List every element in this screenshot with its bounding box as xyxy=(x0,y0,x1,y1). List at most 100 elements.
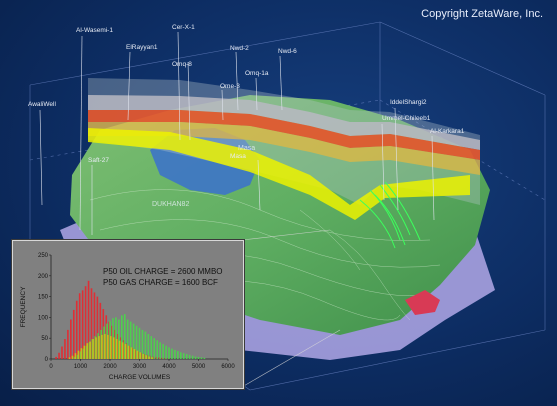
well-label[interactable]: Omq-1a xyxy=(245,70,269,77)
histogram-bar xyxy=(142,354,145,359)
histogram-bar xyxy=(185,354,188,359)
histogram-bar xyxy=(80,348,83,359)
surface-label: DUKHAN82 xyxy=(152,201,189,208)
well-label[interactable]: ElRayyan1 xyxy=(126,44,158,51)
y-tick-label: 200 xyxy=(38,274,49,280)
histogram-bar xyxy=(126,319,129,359)
histogram-bar xyxy=(188,354,191,359)
well-label[interactable]: Masa xyxy=(230,153,246,160)
histogram-bar xyxy=(106,323,108,359)
histogram-bar xyxy=(89,341,91,359)
well-label[interactable]: Al-Wasemi-1 xyxy=(76,27,113,34)
histogram-bar xyxy=(114,329,116,359)
histogram-bar xyxy=(67,329,69,359)
histogram-bar xyxy=(146,354,149,359)
y-tick-label: 50 xyxy=(41,336,48,342)
histogram-bar xyxy=(182,353,185,359)
histogram-bar xyxy=(87,280,90,359)
well-label[interactable]: Omq-8 xyxy=(172,61,192,68)
histogram-bar xyxy=(133,349,136,359)
well-label[interactable]: Al-Karkara1 xyxy=(430,128,465,135)
histogram-bar xyxy=(98,336,100,359)
histogram-bar xyxy=(81,290,84,359)
histogram-bar xyxy=(72,309,75,359)
well-label[interactable]: Cer-X-1 xyxy=(172,24,195,31)
histogram-bar xyxy=(107,334,109,359)
histogram-bar xyxy=(194,356,197,359)
well-label[interactable]: Nwd-2 xyxy=(230,45,249,52)
histogram-bar xyxy=(200,357,203,359)
x-tick-label: 6000 xyxy=(221,364,235,370)
well-label[interactable]: Ome-3 xyxy=(220,83,240,90)
histogram-bar xyxy=(92,339,94,359)
charge-volume-histogram: 0 1000 2000 3000 4000 5000 6000 0 50 100 150 200 250… xyxy=(20,253,235,381)
y-axis-label: FREQUENCY xyxy=(20,286,27,327)
histogram-bar xyxy=(129,345,131,359)
histogram-bar xyxy=(191,355,194,359)
histogram-bar xyxy=(141,329,144,359)
histogram-bar xyxy=(101,334,103,359)
histogram-bar xyxy=(135,325,138,359)
surface-labels: DUKHAN82 Masa xyxy=(152,145,255,208)
x-tick-label: 4000 xyxy=(162,364,176,370)
histogram-bar xyxy=(138,327,141,359)
y-tick-label: 0 xyxy=(45,357,49,363)
histogram-bar xyxy=(118,340,121,359)
y-tick-label: 250 xyxy=(38,253,49,259)
x-tick-label: 0 xyxy=(49,364,53,370)
x-tick-label: 5000 xyxy=(192,364,206,370)
well-label[interactable]: Ummel-Chileeb1 xyxy=(382,115,431,122)
histogram-bar xyxy=(115,317,117,359)
well-label[interactable]: Saft-27 xyxy=(88,157,109,164)
histogram-bar xyxy=(127,345,130,359)
histogram-bar xyxy=(150,336,153,359)
histogram-bar xyxy=(144,331,147,359)
histogram-bar xyxy=(120,315,123,359)
histogram-bar xyxy=(83,345,86,359)
histogram-panel: 0 1000 2000 3000 4000 5000 6000 0 50 100 150 200 250… xyxy=(12,240,244,389)
histogram-bar xyxy=(134,349,137,359)
histogram-bar xyxy=(171,348,173,359)
histogram-bar xyxy=(91,339,94,359)
callout-lines xyxy=(241,229,341,388)
well-label[interactable]: AwaliWell xyxy=(28,101,56,108)
histogram-bar xyxy=(148,356,150,359)
surface-label: Masa xyxy=(238,145,255,152)
well-label[interactable]: Nwd-6 xyxy=(278,48,297,55)
histogram-bar xyxy=(132,323,135,359)
x-tick-label: 1000 xyxy=(74,364,88,370)
histogram-bar xyxy=(136,350,139,359)
histogram-bar xyxy=(156,340,159,359)
histogram-bar xyxy=(71,355,74,359)
histogram-bar xyxy=(99,302,102,359)
histogram-bar xyxy=(161,357,164,359)
well-label[interactable]: IddelShargi2 xyxy=(390,99,427,106)
histogram-bar xyxy=(147,334,150,359)
x-tick-label: 3000 xyxy=(133,364,147,370)
histogram-bar xyxy=(121,342,124,359)
histogram-bar xyxy=(68,357,71,359)
histogram-bar xyxy=(130,347,133,359)
gas-charge-annotation: P50 GAS CHARGE = 1600 BCF xyxy=(103,278,218,287)
histogram-bar xyxy=(104,334,106,359)
y-tick-label: 150 xyxy=(38,295,49,301)
histogram-bar xyxy=(64,339,66,359)
closure-highlight xyxy=(405,290,440,315)
histogram-bar xyxy=(93,292,96,359)
histogram-bar xyxy=(159,342,161,359)
histogram-bar xyxy=(123,314,126,359)
histogram-bar xyxy=(177,351,179,359)
well-sticks xyxy=(39,31,435,235)
copyright-text: Copyright ZetaWare, Inc. xyxy=(421,8,543,20)
oil-charge-annotation: P50 OIL CHARGE = 2600 MMBO xyxy=(103,267,223,276)
histogram-bar xyxy=(96,296,99,359)
histogram-bar xyxy=(145,355,148,359)
histogram-bar xyxy=(168,347,170,359)
histogram-bar xyxy=(84,286,87,359)
histogram-bar xyxy=(118,319,120,359)
histogram-bar xyxy=(61,346,63,359)
histogram-series xyxy=(68,334,153,359)
well-labels: Al-Wasemi-1 Cer-X-1 ElRayyan1 Omq-8 Nwd-2 Nwd… xyxy=(28,24,465,164)
histogram-bar xyxy=(74,353,77,359)
